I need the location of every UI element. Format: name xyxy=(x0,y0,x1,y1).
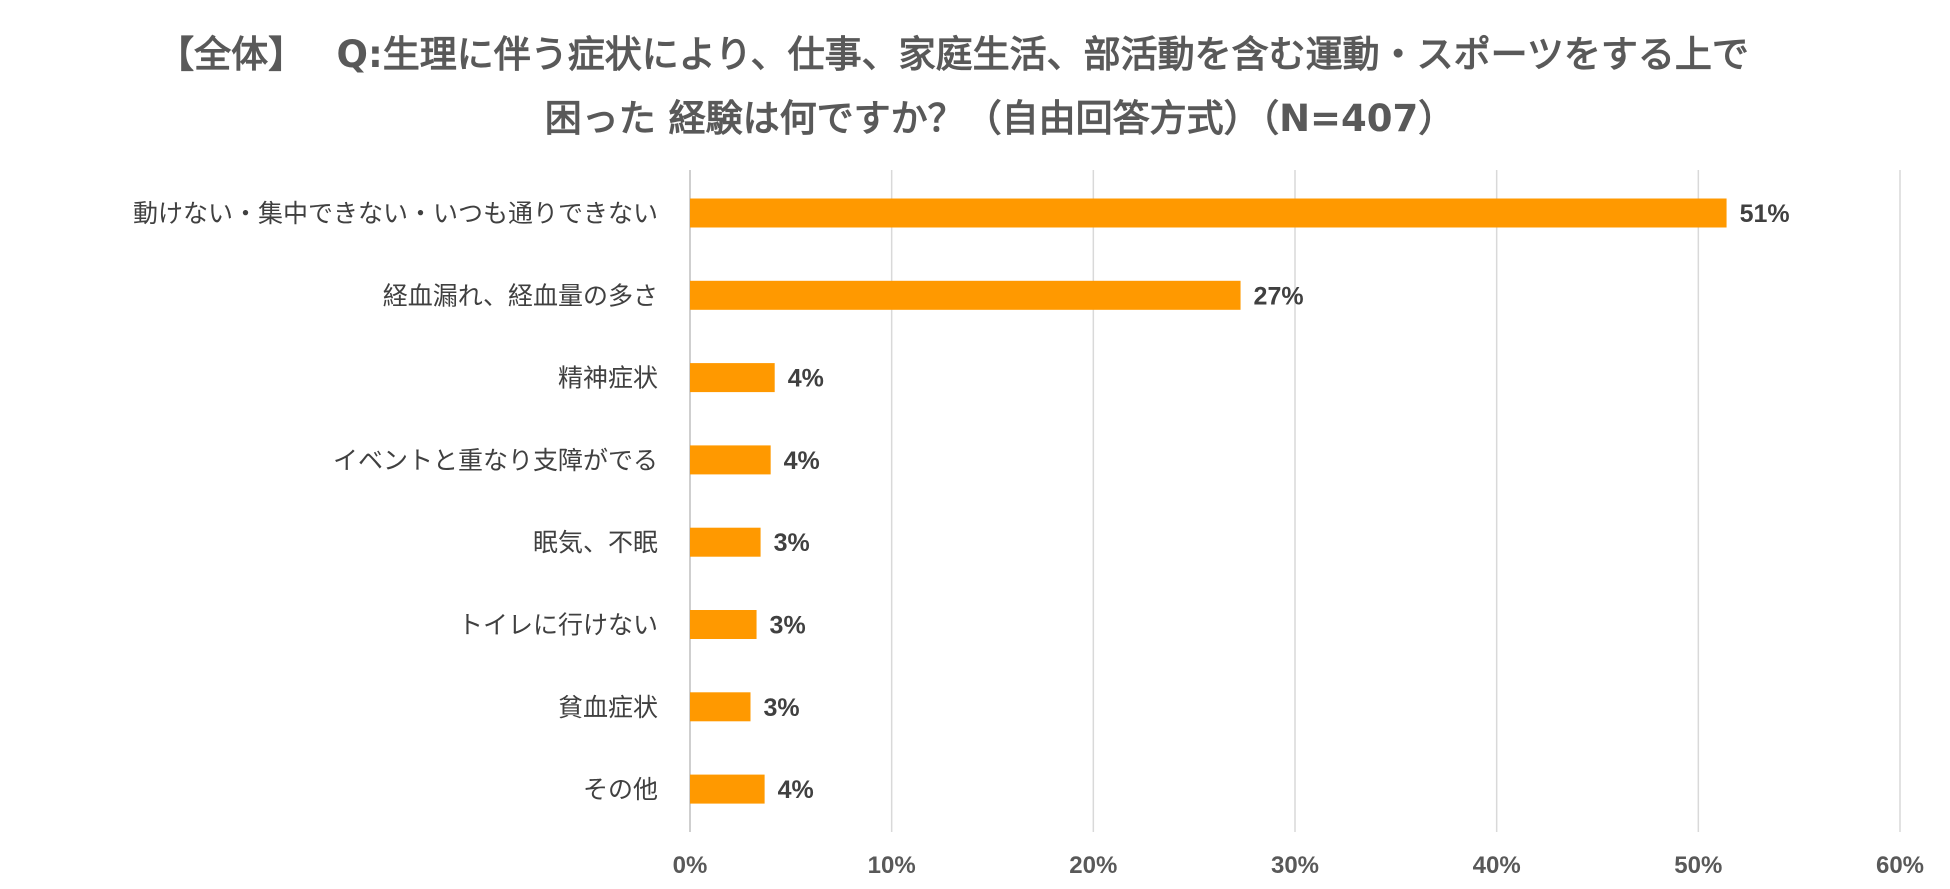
category-label: 貧血症状 xyxy=(558,693,658,722)
bar xyxy=(690,363,775,393)
bars xyxy=(690,198,1727,804)
data-label: 3% xyxy=(774,529,810,557)
bar xyxy=(690,445,771,475)
data-label: 3% xyxy=(770,612,806,640)
category-label: 動けない・集中できない・いつも通りできない xyxy=(133,199,658,228)
data-label: 4% xyxy=(778,776,814,804)
x-axis-tick-labels: 0% 10% 20% 30% 40% 50% 60% xyxy=(673,852,1924,879)
x-tick-label: 50% xyxy=(1674,852,1722,879)
x-tick-label: 0% xyxy=(673,852,708,879)
category-label: 眠気、不眠 xyxy=(533,528,658,557)
category-label: 精神症状 xyxy=(558,364,658,393)
chart-title-line-1: 【全体】 Q:生理に伴う症状により、仕事、家庭生活、部活動を含む運動・スポーツを… xyxy=(157,33,1749,76)
category-label: 経血漏れ、経血量の多さ xyxy=(383,281,658,310)
x-tick-label: 60% xyxy=(1876,852,1924,879)
bar xyxy=(690,527,761,557)
data-labels: 51% 27% 4% 4% 3% 3% 3% 4% xyxy=(764,200,1790,804)
category-label: イベントと重なり支障がでる xyxy=(333,446,658,475)
bar xyxy=(690,198,1727,228)
category-labels: 動けない・集中できない・いつも通りできない経血漏れ、経血量の多さ精神症状イベント… xyxy=(133,199,658,804)
data-label: 51% xyxy=(1740,200,1790,228)
category-label: トイレに行けない xyxy=(458,611,658,640)
chart-title: 【全体】 Q:生理に伴う症状により、仕事、家庭生活、部活動を含む運動・スポーツを… xyxy=(157,33,1749,140)
bar xyxy=(690,610,757,639)
x-tick-label: 20% xyxy=(1069,852,1117,879)
x-tick-label: 10% xyxy=(868,852,916,879)
category-label: その他 xyxy=(583,775,658,804)
gridlines xyxy=(689,170,1901,832)
chart-title-line-2: 困った 経験は何ですか？（自由回答方式）（N=407） xyxy=(545,97,1456,140)
data-label: 3% xyxy=(764,694,800,722)
data-label: 4% xyxy=(784,447,820,475)
data-label: 27% xyxy=(1254,282,1304,310)
bar xyxy=(690,280,1241,310)
bar xyxy=(690,774,765,804)
x-tick-label: 30% xyxy=(1271,852,1319,879)
bar xyxy=(690,692,751,722)
data-label: 4% xyxy=(788,365,824,393)
x-tick-label: 40% xyxy=(1473,852,1521,879)
